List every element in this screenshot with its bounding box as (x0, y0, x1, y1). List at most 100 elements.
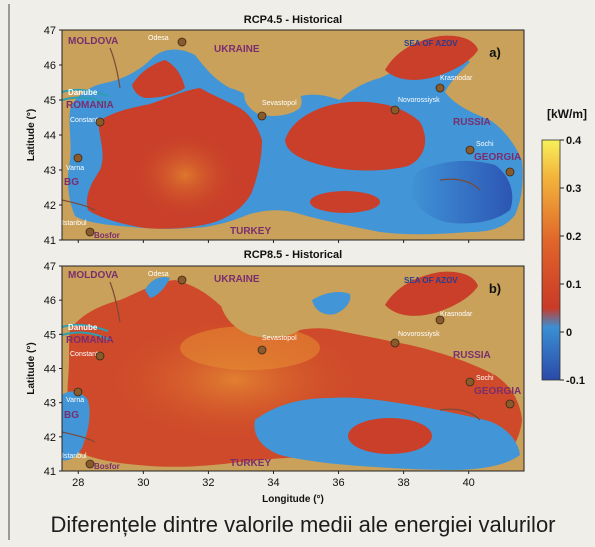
danube-lines-a (62, 88, 111, 105)
city-labels-a: Odesa Constanta Sevastopol Novorossiysk … (62, 35, 494, 227)
borders-a (62, 47, 481, 211)
panel-b-label: b) (489, 281, 501, 296)
label-istanbul-b: Istanbul (62, 453, 87, 460)
city-marker-constanta-b (95, 351, 105, 361)
city-markers-a (73, 37, 515, 237)
label-varna-b: Varna (66, 397, 84, 404)
label-turkey-b: TURKEY (230, 458, 271, 469)
label-sochi-a: Sochi (476, 141, 494, 148)
y-tick-label-b: 46 (44, 295, 56, 307)
sea-of-azov-a (385, 35, 478, 80)
sea-red-central-a (285, 101, 426, 171)
city-marker-georgia-a (505, 167, 515, 177)
city-marker-sochi-a (465, 145, 475, 155)
city-marker-sochi-b (465, 377, 475, 387)
label-moldova-b: MOLDOVA (68, 270, 118, 281)
city-marker-varna-b (73, 387, 83, 397)
label-danube-b: Danube (68, 323, 98, 332)
y-axis-label-a: Latitude (°) (26, 109, 37, 161)
colorbar-tick-label: 0.2 (566, 231, 581, 243)
label-sevastopol-b: Sevastopol (262, 335, 297, 342)
label-sea-of-azov-b: SEA OF AZOV (404, 276, 458, 285)
panel-b: RCP8.5 - Historical b) MOLDOVA UKRAINE S… (26, 249, 525, 489)
place-labels-b: MOLDOVA UKRAINE SEA OF AZOV ROMANIA RUSS… (64, 270, 521, 469)
hotspot-a (130, 130, 240, 220)
panel-a: RCP4.5 - Historical a) MOLDOVA UKRAINE S… (26, 14, 525, 247)
label-odesa-b: Odesa (148, 271, 169, 278)
panel-b-title: RCP8.5 - Historical (244, 249, 342, 261)
label-bosfor-b: Bosfor (94, 462, 120, 471)
colorbar-tick-label: -0.1 (566, 375, 585, 387)
y-tick-label-a: 45 (44, 95, 56, 107)
y-tick-label-b: 42 (44, 432, 56, 444)
label-sevastopol-a: Sevastopol (262, 100, 297, 107)
y-tick-label-a: 43 (44, 165, 56, 177)
y-axis-label-b: Latitude (°) (26, 342, 37, 394)
label-novorossiysk-b: Novorossiysk (398, 331, 440, 338)
figure-caption: Diferențele dintre valorile medii ale en… (50, 512, 556, 537)
sea-blue-west-b (62, 391, 90, 461)
place-labels-a: MOLDOVA UKRAINE SEA OF AZOV ROMANIA RUSS… (64, 36, 521, 237)
crimea-land-a (244, 80, 302, 116)
city-labels-b: Odesa Constanta Sevastopol Novorossiysk … (62, 271, 494, 460)
city-marker-odesa-a (177, 37, 187, 47)
label-sea-of-azov-a: SEA OF AZOV (404, 39, 458, 48)
label-krasnodar-b: Krasnodar (440, 311, 473, 318)
city-marker-novorossiysk-a (390, 105, 400, 115)
city-marker-sevastopol-a (257, 111, 267, 121)
sea-red-nw-a (132, 60, 185, 98)
city-marker-varna-a (73, 153, 83, 163)
panel-a-label: a) (489, 45, 501, 60)
label-novorossiysk-a: Novorossiysk (398, 97, 440, 104)
y-tick-label-b: 45 (44, 329, 56, 341)
page-frame-line (8, 4, 10, 540)
x-axis-label: Longitude (°) (262, 494, 324, 505)
x-tick-label-b: 30 (137, 477, 149, 489)
y-tick-label-b: 43 (44, 398, 56, 410)
city-marker-krasnodar-a (435, 83, 445, 93)
sea-red-south-b (348, 418, 432, 454)
label-romania-b: ROMANIA (66, 335, 114, 346)
y-tick-label-b: 47 (44, 261, 56, 273)
x-tick-label-b: 28 (72, 477, 84, 489)
x-tick-label-b: 32 (202, 477, 214, 489)
panel-a-title: RCP4.5 - Historical (244, 14, 342, 26)
label-ukraine-a: UKRAINE (214, 44, 260, 55)
label-georgia-b: GEORGIA (474, 386, 521, 397)
y-tick-label-b: 41 (44, 466, 56, 478)
label-moldova-a: MOLDOVA (68, 36, 118, 47)
x-tick-label-b: 40 (463, 477, 475, 489)
sea-deepblue-east-a (412, 160, 513, 224)
label-russia-b: RUSSIA (453, 350, 491, 361)
city-marker-sevastopol-b (257, 345, 267, 355)
city-markers-b (73, 275, 515, 469)
label-russia-a: RUSSIA (453, 117, 491, 128)
y-tick-label-a: 42 (44, 200, 56, 212)
colorbar-gradient (541, 139, 561, 381)
label-sochi-b: Sochi (476, 375, 494, 382)
y-tick-label-a: 41 (44, 235, 56, 247)
x-tick-label-b: 34 (267, 477, 279, 489)
sea-of-azov-b (385, 271, 478, 316)
label-danube-a: Danube (68, 88, 98, 97)
label-romania-a: ROMANIA (66, 100, 114, 111)
city-marker-bosfor-b (85, 459, 95, 469)
y-tick-label-b: 44 (44, 364, 56, 376)
city-marker-constanta-a (95, 117, 105, 127)
x-tick-label-b: 38 (397, 477, 409, 489)
y-tick-label-a: 47 (44, 25, 56, 37)
city-marker-novorossiysk-b (390, 338, 400, 348)
y-tick-label-a: 46 (44, 60, 56, 72)
label-constanta-a: Constanta (70, 117, 102, 124)
axes-a: 41 42 43 44 45 46 47 Latitude (°) (26, 25, 470, 247)
danube-lines-b (62, 323, 111, 341)
axes-b: 41 42 43 44 45 46 47 28 30 32 34 36 38 40 Latitude (°) (26, 261, 475, 489)
city-marker-krasnodar-b (435, 315, 445, 325)
label-bosfor-a: Bosfor (94, 231, 120, 240)
sea-blue-nw-b (145, 277, 170, 298)
label-krasnodar-a: Krasnodar (440, 75, 473, 82)
sea-red-south-a (310, 191, 380, 213)
label-bg-b: BG (64, 410, 79, 421)
colorbar-tick-label: 0.4 (566, 135, 582, 147)
